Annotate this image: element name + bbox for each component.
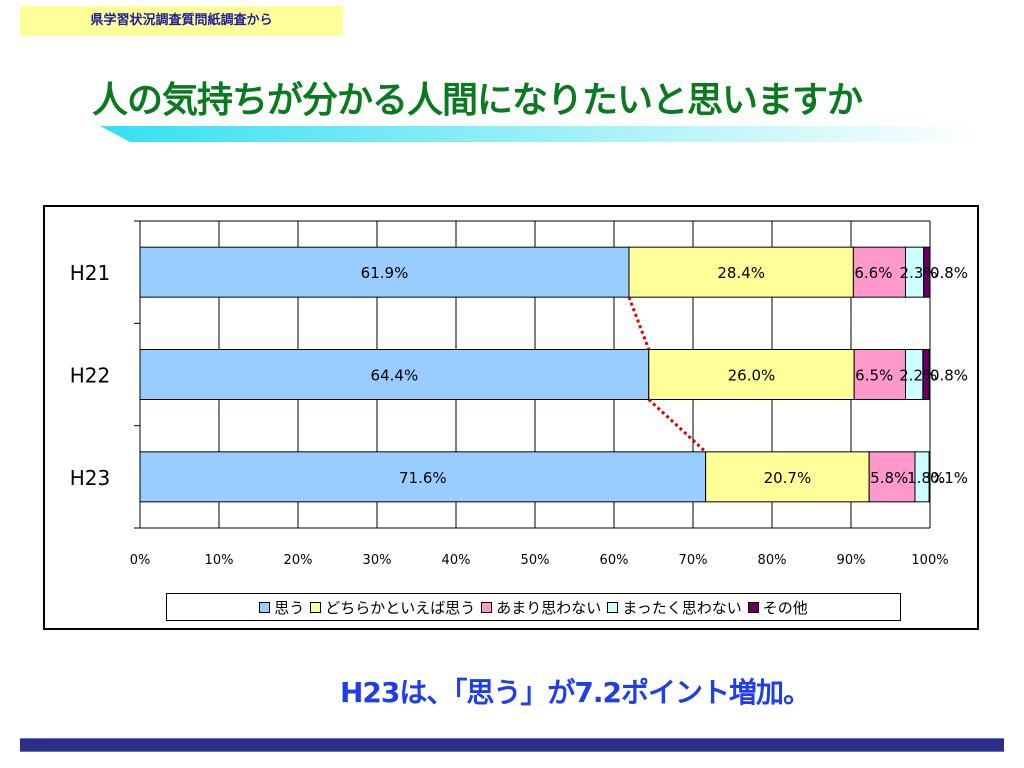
data-label: 71.6% (399, 469, 447, 487)
x-tick-label: 30% (363, 553, 392, 568)
source-label: 県学習状況調査質問紙調査から (20, 6, 343, 36)
data-label: 2.2% (899, 367, 937, 385)
legend-label: その他 (762, 598, 808, 617)
legend-swatch (607, 601, 619, 613)
bar-segment (705, 451, 870, 503)
legend-label: あまり思わない (496, 598, 602, 617)
legend-swatch (310, 601, 322, 613)
chart-legend: 思う どちらかといえば思う あまり思わない まったく思わない その他 (166, 593, 901, 621)
legend-item: その他 (747, 597, 808, 618)
legend-label: 思う (274, 598, 305, 617)
x-tick-label: 20% (284, 553, 313, 568)
x-tick-label: 70% (679, 553, 708, 568)
title-underline (100, 126, 980, 142)
x-tick-label: 80% (758, 553, 787, 568)
data-label: 0.8% (930, 367, 968, 385)
data-label: 26.0% (728, 367, 776, 385)
slide-title: 人の気持ちが分かる人間になりたいと思いますか (92, 80, 863, 121)
bar-segment (628, 246, 854, 298)
category-label: H21 (70, 261, 111, 285)
bar-segment (923, 246, 931, 298)
legend-label: まったく思わない (622, 598, 742, 617)
data-label: 5.8% (870, 469, 908, 487)
category-label: H22 (70, 364, 111, 388)
legend-swatch (259, 601, 271, 613)
conclusion-text: H23は、「思う」が7.2ポイント増加。 (340, 676, 811, 709)
data-label: 20.7% (764, 469, 812, 487)
legend-item: あまり思わない (481, 597, 601, 618)
x-tick-label: 0% (130, 553, 151, 568)
data-label: 1.8% (907, 469, 945, 487)
bar-segment (922, 349, 930, 400)
data-label: 6.5% (855, 367, 893, 385)
bar-segment (868, 451, 916, 503)
category-label: H23 (70, 466, 111, 490)
legend-swatch (747, 601, 759, 613)
footer-bar (20, 738, 1004, 752)
data-label: 6.6% (854, 264, 892, 282)
bar-segment (139, 349, 650, 400)
data-label: 28.4% (717, 264, 765, 282)
x-tick-label: 90% (837, 553, 866, 568)
x-tick-label: 40% (442, 553, 471, 568)
x-tick-label: 100% (911, 553, 948, 568)
x-tick-label: 10% (205, 553, 234, 568)
data-label: 0.1% (930, 469, 968, 487)
x-tick-label: 50% (521, 553, 550, 568)
bar-segment (928, 451, 931, 503)
data-label: 2.3% (900, 264, 938, 282)
legend-swatch (481, 601, 493, 613)
legend-item: 思う (259, 597, 304, 618)
legend-item: まったく思わない (607, 597, 742, 618)
legend-label: どちらかといえば思う (325, 598, 476, 617)
trend-line (647, 398, 707, 453)
x-tick-label: 60% (600, 553, 629, 568)
legend-item: どちらかといえば思う (310, 597, 475, 618)
data-label: 0.8% (930, 264, 968, 282)
bar-segment (853, 349, 907, 400)
data-label: 64.4% (371, 367, 419, 385)
bar-segment (648, 349, 855, 400)
data-label: 61.9% (361, 264, 409, 282)
bar-segment (139, 246, 630, 298)
